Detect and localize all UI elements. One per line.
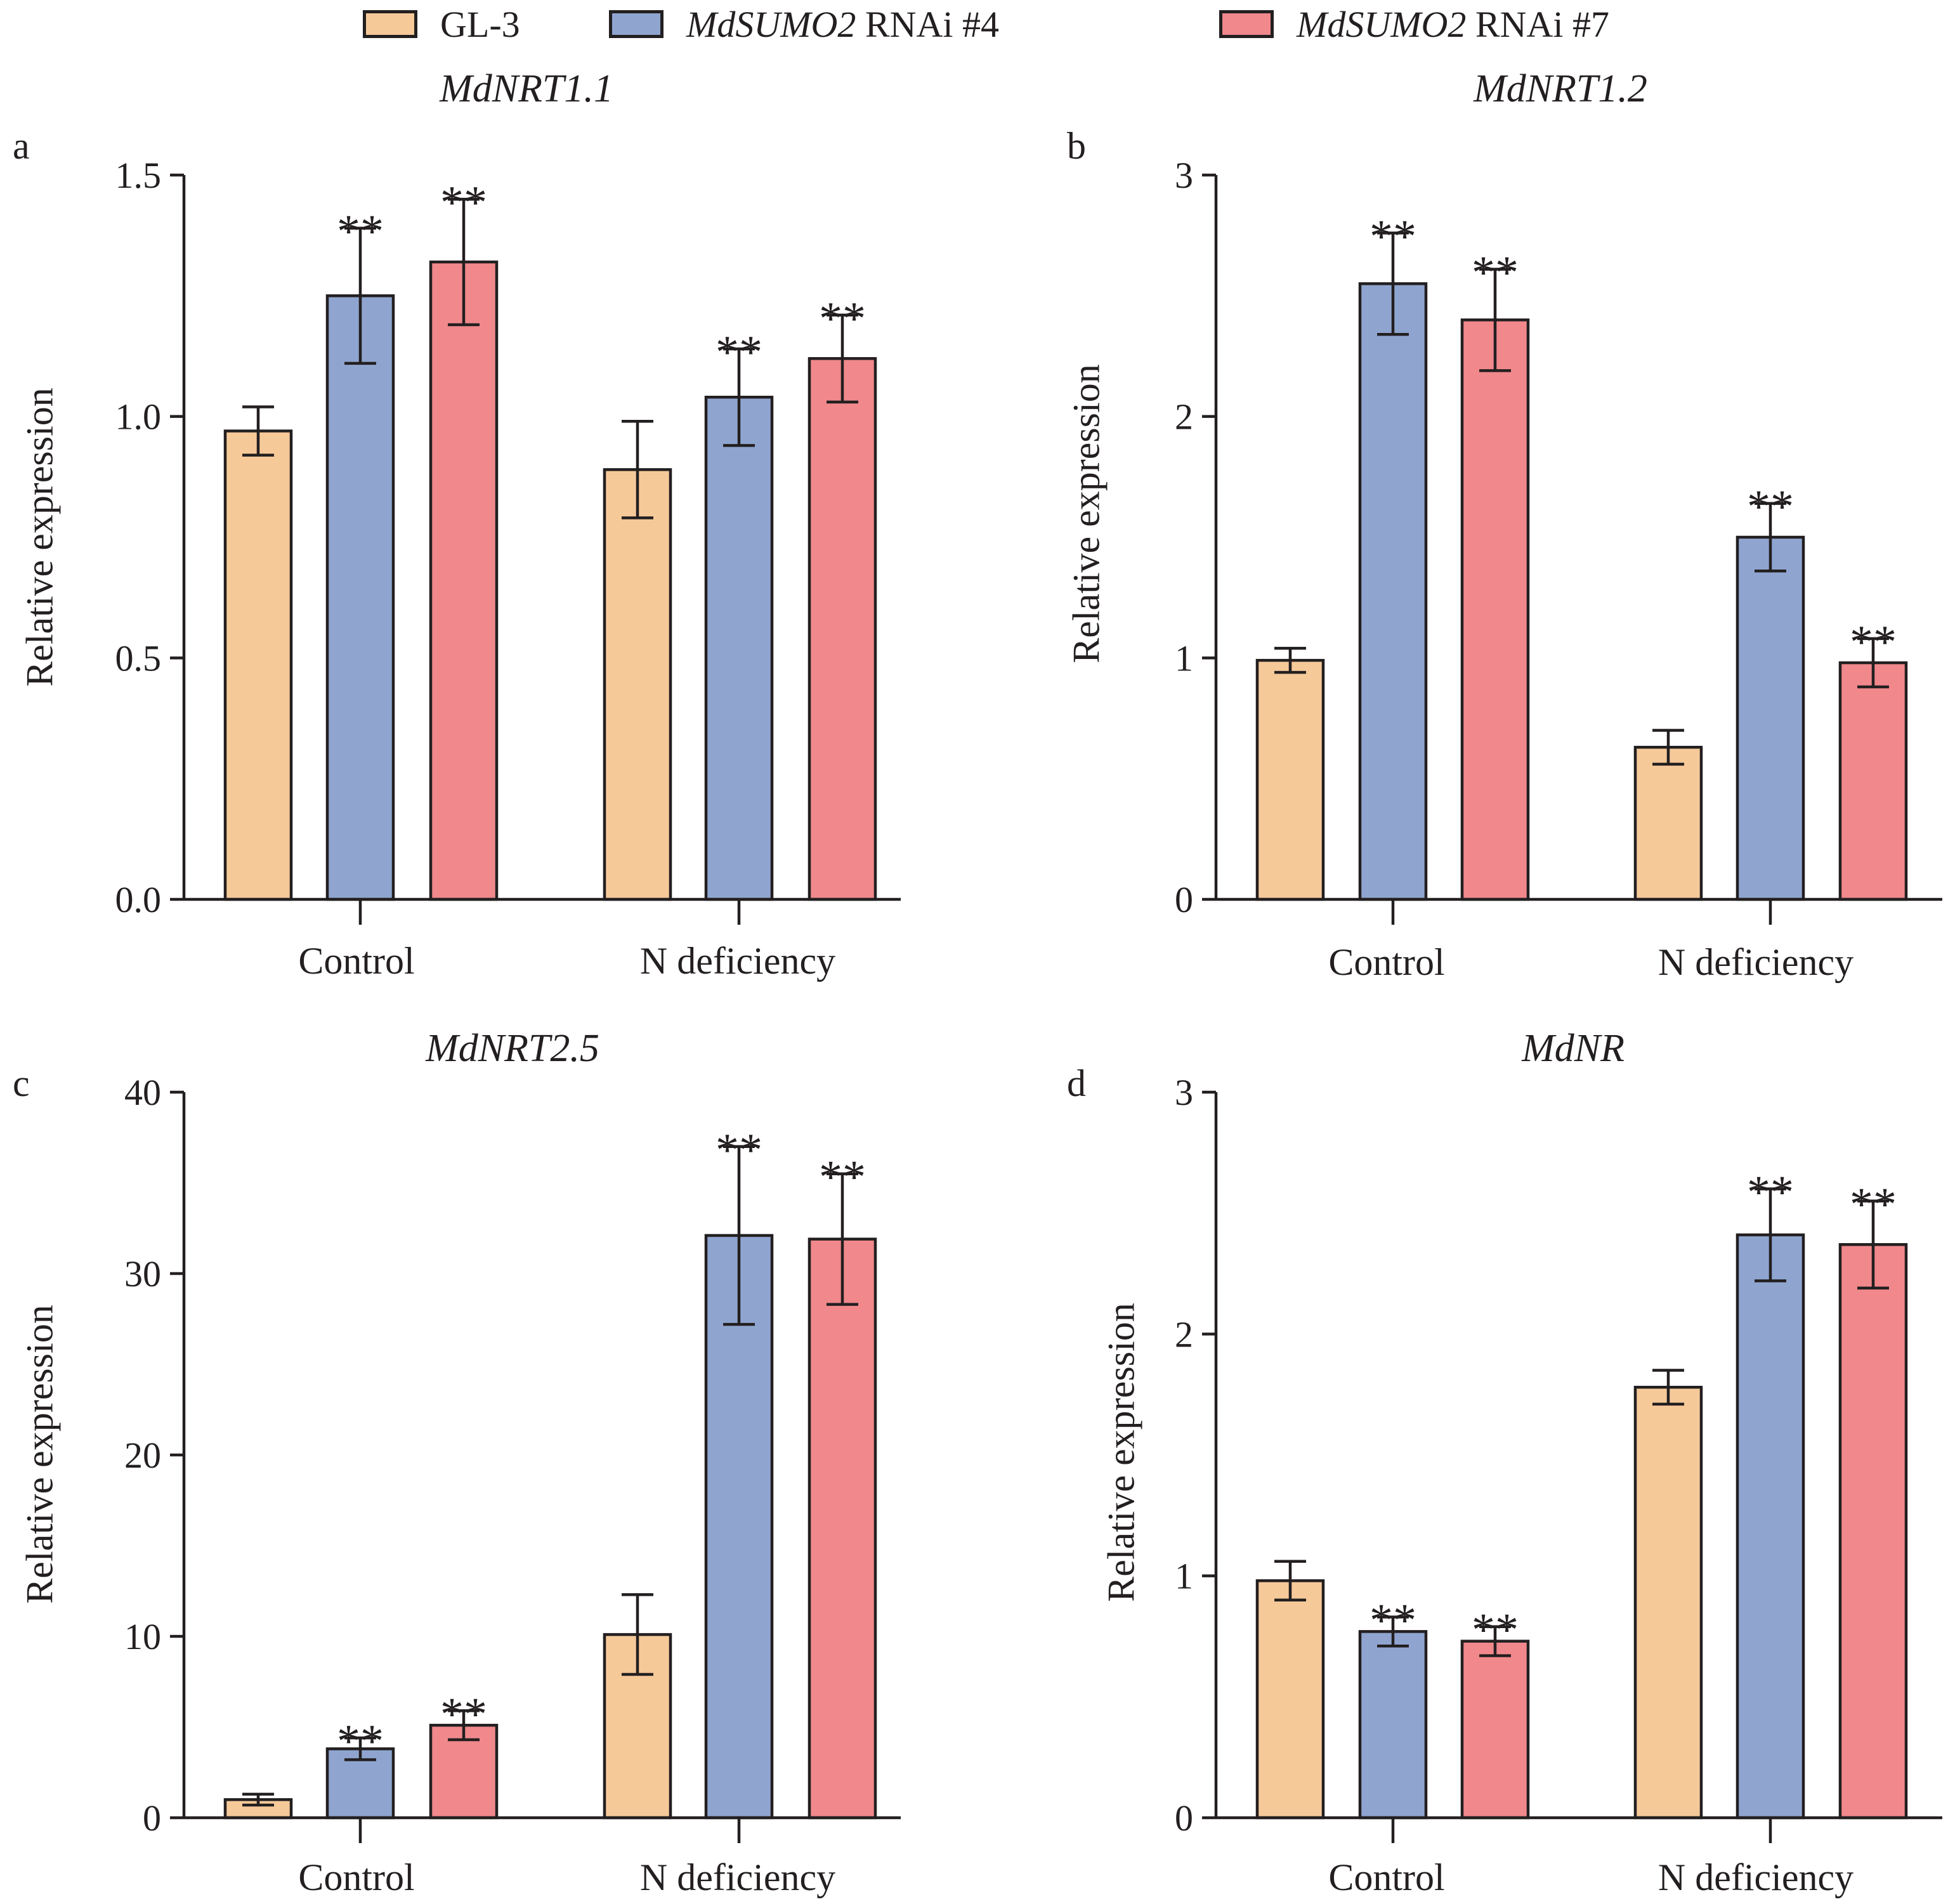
bar: [704, 395, 774, 901]
y-tick-label: 2: [1175, 1314, 1193, 1355]
legend-item-rnai7: MdSUMO2 RNAi #7: [1219, 3, 1609, 46]
y-tick-label: 0: [143, 1797, 161, 1839]
bar: [1460, 1640, 1530, 1820]
y-tick-label: 40: [124, 1072, 161, 1113]
x-tick-label: Control: [298, 940, 414, 982]
y-axis-label: Relative expression: [1100, 1303, 1142, 1602]
y-axis-label: Relative expression: [18, 388, 60, 687]
bar: [807, 357, 877, 901]
bar: [603, 1633, 672, 1820]
significance-label: **: [1369, 211, 1416, 263]
significance-label: **: [1850, 616, 1897, 668]
chart-panel-c: c MdNRT2.5 Relative expression ** ** ** ** 0 10 2…: [13, 1027, 901, 1898]
chart-panel-d: d MdNR Relative expression ** ** ** ** 0 1 2 3 Cont…: [1067, 1027, 1942, 1898]
legend-swatch-rnai7: [1219, 10, 1274, 38]
x-tick-label: Control: [1328, 1856, 1444, 1898]
significance-label: **: [819, 293, 866, 345]
bar: [807, 1237, 877, 1820]
x-tick-label: N deficiency: [1658, 941, 1853, 983]
y-tick-label: 10: [124, 1616, 161, 1657]
bar: [1736, 535, 1805, 901]
chart-panel-a: a MdNRT1.1 Relative expression ** ** ** ** 0.0 0…: [13, 67, 901, 982]
y-axis-label: Relative expression: [1065, 364, 1107, 663]
y-tick-label: 30: [124, 1253, 161, 1294]
chart-title: MdNRT1.1: [439, 67, 613, 110]
bar: [325, 294, 395, 901]
significance-label: **: [716, 327, 762, 379]
significance-label: **: [1850, 1179, 1897, 1231]
y-tick-label: 1: [1175, 637, 1193, 679]
chart-title: MdNRT2.5: [425, 1027, 599, 1070]
x-tick-label: N deficiency: [640, 1856, 835, 1898]
significance-label: **: [337, 206, 384, 258]
significance-label: **: [337, 1716, 384, 1768]
bar: [1838, 1242, 1908, 1820]
legend-label-gl3-text: GL-3: [440, 3, 520, 45]
legend-label-gl3: GL-3: [440, 3, 520, 46]
legend-label-rnai7-text: RNAi #7: [1466, 3, 1609, 45]
significance-label: **: [440, 177, 487, 229]
y-tick-label: 1.0: [115, 396, 162, 438]
x-tick-label: N deficiency: [640, 940, 835, 982]
significance-label: **: [1472, 1605, 1519, 1657]
chart-panel-b: b MdNRT1.2 Relative expression ** ** ** ** 0 1 2 3…: [1065, 67, 1942, 983]
panel-label: d: [1067, 1062, 1086, 1104]
y-tick-label: 20: [124, 1435, 161, 1476]
bar: [1633, 745, 1703, 901]
y-tick-label: 3: [1175, 155, 1193, 196]
x-tick-label: Control: [1328, 941, 1444, 983]
panel-label: b: [1067, 125, 1086, 167]
bar: [603, 468, 672, 901]
bar: [1358, 282, 1428, 901]
panel-label: c: [13, 1062, 30, 1104]
bar: [704, 1234, 774, 1820]
chart-legend: GL-3 MdSUMO2 RNAi #4 MdSUMO2 RNAi #7: [0, 0, 1948, 51]
legend-swatch-gl3: [363, 10, 417, 38]
bar: [1736, 1233, 1805, 1820]
significance-label: **: [440, 1688, 487, 1740]
y-tick-label: 0.0: [115, 879, 162, 920]
significance-label: **: [1747, 481, 1794, 533]
significance-label: **: [1369, 1594, 1416, 1646]
y-tick-label: 2: [1175, 396, 1193, 438]
legend-swatch-rnai4: [609, 10, 663, 38]
significance-label: **: [819, 1152, 866, 1204]
y-tick-label: 0: [1175, 879, 1193, 920]
legend-label-rnai4-italic: MdSUMO2: [686, 3, 856, 45]
bar: [1358, 1630, 1428, 1820]
chart-title: MdNRT1.2: [1473, 67, 1647, 110]
bar: [429, 260, 499, 901]
y-axis-label: Relative expression: [18, 1305, 60, 1604]
legend-label-rnai7-italic: MdSUMO2: [1297, 3, 1467, 45]
legend-label-rnai4: MdSUMO2 RNAi #4: [686, 3, 999, 46]
bar: [1633, 1385, 1703, 1820]
bar: [1838, 661, 1908, 901]
x-tick-label: N deficiency: [1658, 1856, 1853, 1898]
bar: [1460, 318, 1530, 901]
y-tick-label: 0: [1175, 1797, 1193, 1839]
panel-label: a: [13, 125, 30, 167]
legend-item-gl3: GL-3: [363, 3, 520, 46]
legend-label-rnai7: MdSUMO2 RNAi #7: [1297, 3, 1609, 46]
legend-label-rnai4-text: RNAi #4: [856, 3, 999, 45]
significance-label: **: [1747, 1167, 1794, 1219]
significance-label: **: [716, 1125, 762, 1177]
bar: [223, 429, 293, 901]
y-tick-label: 0.5: [115, 637, 162, 679]
y-tick-label: 1: [1175, 1556, 1193, 1597]
significance-label: **: [1472, 247, 1519, 299]
y-tick-label: 3: [1175, 1072, 1193, 1113]
x-tick-label: Control: [298, 1856, 414, 1898]
chart-title: MdNR: [1521, 1027, 1624, 1070]
bar: [1255, 1579, 1325, 1820]
y-tick-label: 1.5: [115, 155, 162, 196]
bar: [1255, 658, 1325, 901]
legend-item-rnai4: MdSUMO2 RNAi #4: [609, 3, 999, 46]
